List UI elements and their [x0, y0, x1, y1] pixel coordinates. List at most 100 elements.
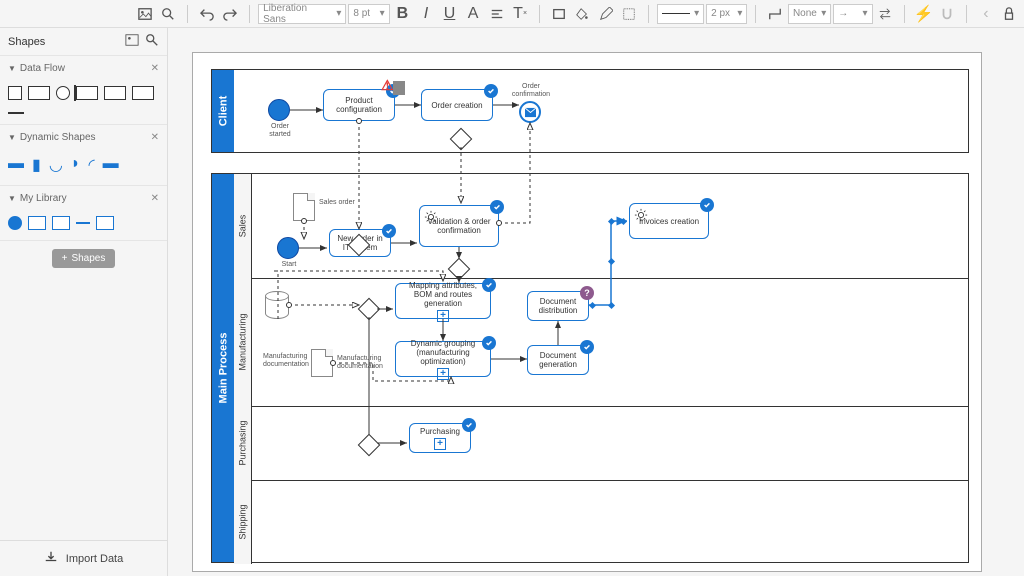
dyn-shape[interactable]: ◜ [88, 155, 94, 175]
pencil-icon[interactable] [595, 3, 617, 25]
diagram-canvas[interactable]: ClientMain ProcessSalesManufacturingPurc… [192, 52, 982, 572]
textcolor-icon[interactable]: A [462, 3, 484, 25]
task-label: Document distribution [532, 297, 584, 315]
check-badge [482, 336, 496, 350]
import-data-button[interactable]: Import Data [0, 540, 167, 576]
close-icon[interactable]: ✕ [151, 63, 159, 74]
close-icon[interactable]: ✕ [151, 193, 159, 204]
section-header[interactable]: ▼Data Flow✕ [0, 56, 167, 80]
rect-icon[interactable] [548, 3, 570, 25]
lane-title: Shipping [234, 480, 252, 564]
task-validation[interactable]: Validation & order confirmation [419, 205, 499, 247]
lock-icon[interactable] [999, 3, 1021, 25]
shape-rect-blue[interactable] [96, 216, 114, 230]
shape-line-blue[interactable] [76, 222, 90, 224]
strokewidth-select[interactable]: 2 px▾ [706, 4, 747, 24]
underline-icon[interactable]: U [439, 3, 461, 25]
lane-divider [252, 278, 968, 279]
check-badge [382, 224, 396, 238]
event-label: Start [269, 261, 309, 269]
subprocess-icon: + [437, 368, 449, 380]
text-icon[interactable] [618, 3, 640, 25]
datastore-shape[interactable] [265, 291, 289, 319]
dyn-shape[interactable]: ◡ [49, 155, 63, 175]
chevron-left-icon[interactable]: ‹ [975, 3, 997, 25]
section-title: My Library [20, 193, 67, 204]
undo-icon[interactable] [196, 3, 218, 25]
stroke-width: 2 px [711, 8, 730, 19]
section-title: Data Flow [20, 63, 65, 74]
task-label: Document generation [532, 351, 584, 369]
fill-icon[interactable] [571, 3, 593, 25]
font-size: 8 pt [353, 8, 370, 19]
lane-title: Manufacturing [234, 278, 252, 406]
search-icon[interactable] [158, 3, 180, 25]
shape-square[interactable] [8, 86, 22, 100]
check-badge [580, 340, 594, 354]
arrowend-select[interactable]: →▾ [833, 4, 872, 24]
dyn-shape[interactable]: ▬ [8, 155, 24, 175]
shape-rect3[interactable] [104, 86, 126, 100]
task-mapping[interactable]: Mapping attributes, BOM and routes gener… [395, 283, 491, 319]
shape-rect-blue[interactable] [52, 216, 70, 230]
italic-icon[interactable]: I [415, 3, 437, 25]
task-docDist[interactable]: Document distribution? [527, 291, 589, 321]
section-header[interactable]: ▼Dynamic Shapes✕ [0, 125, 167, 149]
shape-line[interactable] [8, 112, 24, 114]
start-event[interactable] [268, 99, 290, 121]
fontsize-select[interactable]: 8 pt▾ [348, 4, 389, 24]
arrow-start: None [793, 8, 817, 19]
lane-title: Purchasing [234, 406, 252, 480]
subprocess-icon: + [434, 438, 446, 450]
start-event[interactable] [277, 237, 299, 259]
document-shape[interactable] [293, 193, 315, 221]
task-purchasing[interactable]: Purchasing+ [409, 423, 471, 453]
image-icon[interactable] [125, 33, 139, 50]
gear-icon [634, 208, 648, 222]
align-icon[interactable] [486, 3, 508, 25]
task-docGen[interactable]: Document generation [527, 345, 589, 375]
subprocess-icon: + [437, 310, 449, 322]
shape-circle[interactable] [56, 86, 70, 100]
check-badge [490, 200, 504, 214]
image-icon[interactable] [134, 3, 156, 25]
check-badge [700, 198, 714, 212]
note-icon [393, 81, 405, 95]
task-orderCreation[interactable]: Order creation [421, 89, 493, 121]
doc-label: Sales order [319, 199, 367, 207]
close-icon[interactable]: ✕ [151, 132, 159, 143]
lane-title: Sales [234, 174, 252, 278]
swap-icon[interactable] [875, 3, 897, 25]
task-label: Order creation [431, 101, 482, 110]
clearformat-icon[interactable]: T× [509, 3, 531, 25]
redo-icon[interactable] [220, 3, 242, 25]
task-invoices[interactable]: Invoices creation [629, 203, 709, 239]
magnet-icon[interactable] [937, 3, 959, 25]
shape-rect[interactable] [28, 86, 50, 100]
flash-icon[interactable]: ⚡ [913, 3, 935, 25]
dyn-shape[interactable]: ▬ [103, 155, 119, 175]
font-select[interactable]: Liberation Sans▾ [258, 4, 346, 24]
check-badge [482, 278, 496, 292]
search-icon[interactable] [145, 33, 159, 50]
dyn-shape[interactable]: ◗ [71, 155, 81, 175]
add-shapes-button[interactable]: +Shapes [52, 249, 116, 268]
event-label: Order started [260, 123, 300, 138]
section-header[interactable]: ▼My Library✕ [0, 186, 167, 210]
shape-rect4[interactable] [132, 86, 154, 100]
check-badge [462, 418, 476, 432]
canvas-area[interactable]: ClientMain ProcessSalesManufacturingPurc… [168, 28, 1024, 576]
lane-divider [252, 406, 968, 407]
bold-icon[interactable]: B [392, 3, 414, 25]
connector-icon[interactable] [764, 3, 786, 25]
shape-rect2[interactable] [76, 86, 98, 100]
task-dynGroup[interactable]: Dynamic grouping (manufacturing optimiza… [395, 341, 491, 377]
shape-rect-blue[interactable] [28, 216, 46, 230]
message-event[interactable] [519, 101, 541, 123]
section-dataflow: ▼Data Flow✕ [0, 56, 167, 125]
linestyle-select[interactable]: ▾ [657, 4, 704, 24]
shape-circle-fill[interactable] [8, 216, 22, 230]
dyn-shape[interactable]: ▮ [32, 155, 41, 175]
shapes-sidebar: Shapes ▼Data Flow✕ ▼Dynamic Shapes✕ ▬ ▮ … [0, 28, 168, 576]
arrowstart-select[interactable]: None▾ [788, 4, 831, 24]
